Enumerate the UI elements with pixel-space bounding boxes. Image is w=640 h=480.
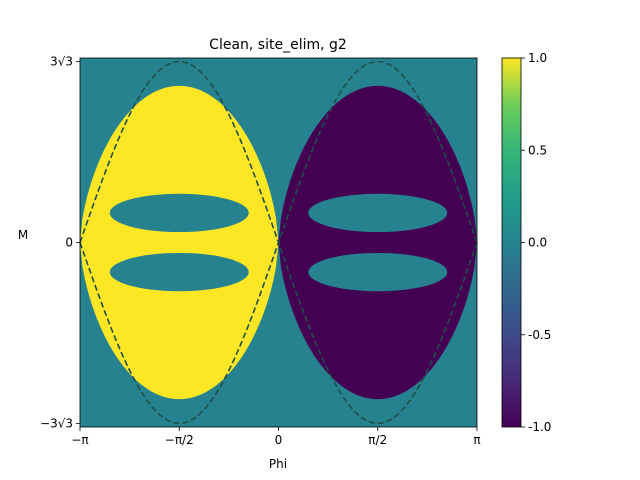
heatmap-regions <box>80 85 477 400</box>
heatmap-hole <box>109 193 249 233</box>
y-tick-label: −3√3 <box>40 416 73 430</box>
y-tick-label: 0 <box>65 236 73 250</box>
heatmap-hole <box>109 252 249 292</box>
x-tick-label: −π/2 <box>165 433 194 447</box>
colorbar-tick-label: 0.0 <box>528 236 547 250</box>
x-axis-label: Phi <box>269 457 287 471</box>
x-axis: −π −π/2 0 π/2 π <box>71 427 481 447</box>
boundary-curve-lower <box>79 240 478 425</box>
boundary-curves <box>79 60 478 425</box>
x-tick-label: π <box>473 433 480 447</box>
y-axis-label: M <box>18 228 28 242</box>
x-tick-label: −π <box>71 433 88 447</box>
heatmap-region-negative <box>278 85 477 400</box>
colorbar-tick-label: 0.5 <box>528 143 547 157</box>
x-tick-label: 0 <box>275 433 283 447</box>
y-axis: 3√3 0 −3√3 <box>40 55 80 430</box>
heatmap-region-positive <box>80 85 279 400</box>
colorbar-tick-label: 1.0 <box>528 51 547 65</box>
y-tick-label: 3√3 <box>50 55 73 69</box>
colorbar-gradient <box>501 57 522 428</box>
colorbar: 1.0 0.5 0.0 -0.5 -1.0 <box>501 51 551 434</box>
colorbar-ticks: 1.0 0.5 0.0 -0.5 -1.0 <box>521 51 551 434</box>
colorbar-tick-label: -1.0 <box>528 420 551 434</box>
plot-area <box>79 57 478 428</box>
heatmap-hole <box>308 193 448 233</box>
colorbar-tick-label: -0.5 <box>528 328 551 342</box>
heatmap-hole <box>308 252 448 292</box>
x-tick-label: π/2 <box>368 433 387 447</box>
chart-title: Clean, site_elim, g2 <box>209 37 347 53</box>
